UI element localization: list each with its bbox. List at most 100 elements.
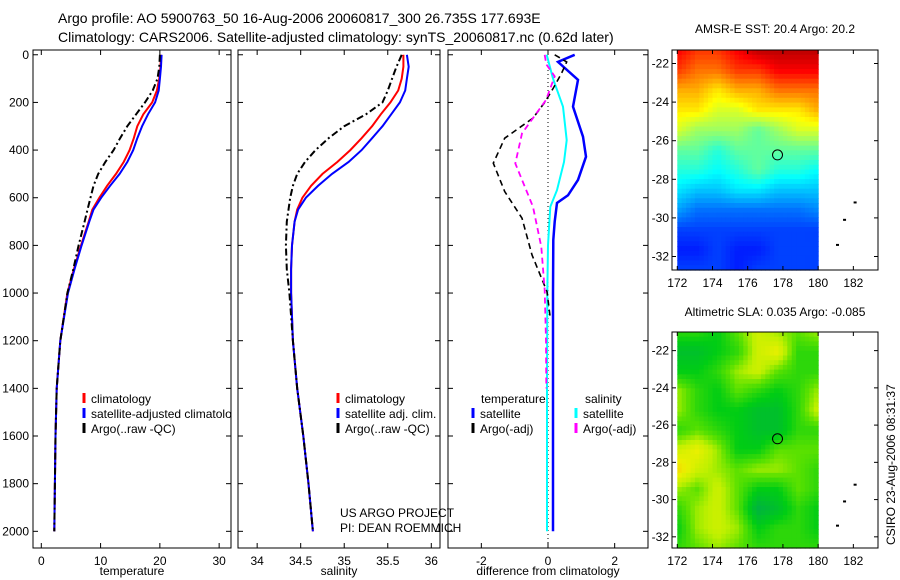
heatmap-cell [716,255,722,262]
heatmap-cell [756,482,762,488]
heatmap-cell [800,136,806,142]
heatmap-cell [743,145,749,152]
heatmap-cell [752,160,758,166]
heatmap-cell [791,397,797,403]
heatmap-cell [787,458,793,465]
heatmap-cell [774,241,780,247]
heatmap-cell [708,463,714,469]
heatmap-cell [747,519,753,526]
heatmap-cell [809,435,815,441]
heatmap-cell [782,227,788,233]
heatmap-cell [716,510,722,516]
heatmap-cell [778,533,784,540]
heatmap-cell [712,383,718,389]
heatmap-cell [752,393,758,399]
heatmap-cell [725,150,731,156]
heatmap-cell [774,145,780,152]
heatmap-cell [730,160,736,166]
heatmap-cell [716,529,722,535]
heatmap-cell [694,533,700,540]
heatmap-cell [809,515,815,521]
heatmap-cell [743,126,749,132]
heatmap-cell [681,136,687,142]
heatmap-cell [787,350,793,357]
heatmap-cell [725,519,731,526]
heatmap-cell [765,73,771,80]
heatmap-cell [699,421,705,427]
heatmap-cell [796,150,802,156]
heatmap-cell [774,444,780,450]
heatmap-cell [765,533,771,540]
heatmap-cell [796,217,802,223]
heatmap-cell [677,364,683,371]
heatmap-cell [782,463,788,469]
heatmap-cell [765,407,771,413]
heatmap-cell [756,458,762,465]
heatmap-cell [690,126,696,132]
heatmap-cell [800,519,806,526]
heatmap-cell [791,131,797,137]
heatmap-cell [769,265,775,271]
heatmap-cell [716,350,722,357]
heatmap-cell [716,107,722,113]
heatmap-cell [769,212,775,218]
heatmap-cell [681,402,687,408]
heatmap-cell [677,505,683,511]
heatmap-cell [782,454,788,460]
heatmap-cell [800,402,806,408]
heatmap-cell [712,388,718,394]
heatmap-cell [756,212,762,218]
heatmap-cell [712,524,718,530]
heatmap-cell [738,255,744,262]
heatmap-cell [800,102,806,108]
heatmap-cell [804,374,810,380]
heatmap-cell [703,374,709,380]
heatmap-cell [791,388,797,394]
heatmap-cell [782,449,788,455]
heatmap-cell [809,510,815,516]
heatmap-cell [716,207,722,214]
heatmap-cell [743,421,749,427]
heatmap-cell [747,112,753,118]
heatmap-cell [743,112,749,118]
heatmap-cell [681,50,687,56]
heatmap-cell [730,364,736,371]
heatmap-cell [778,524,784,530]
heatmap-cell [677,64,683,70]
heatmap-cell [747,346,753,352]
heatmap-cell [804,350,810,357]
lat-tick-label: -28 [652,172,670,186]
heatmap-cell [730,472,736,479]
heatmap-cell [694,131,700,137]
heatmap-cell [712,364,718,371]
heatmap-cell [778,388,784,394]
heatmap-cell [708,174,714,180]
heatmap-cell [765,207,771,214]
heatmap-cell [756,222,762,228]
heatmap-cell [708,397,714,403]
lat-tick-label: -26 [652,418,670,432]
heatmap-cell [716,449,722,455]
heatmap-cell [686,364,692,371]
heatmap-cell [782,241,788,247]
heatmap-cell [716,515,722,521]
heatmap-cell [752,496,758,502]
heatmap-cell [809,421,815,427]
heatmap-cell [813,346,819,352]
heatmap-cell [760,458,766,465]
heatmap-cell [690,145,696,152]
heatmap-cell [782,369,788,375]
heatmap-cell [730,54,736,61]
heatmap-cell [699,121,705,128]
heatmap-cell [760,83,766,89]
heatmap-cell [708,411,714,418]
heatmap-cell [809,50,815,56]
heatmap-cell [782,179,788,185]
heatmap-cell [690,491,696,497]
heatmap-cell [765,360,771,366]
heatmap-cell [734,126,740,132]
map-frame [671,331,879,549]
heatmap-cell [809,260,815,266]
heatmap-cell [813,174,819,180]
heatmap-cell [756,179,762,185]
